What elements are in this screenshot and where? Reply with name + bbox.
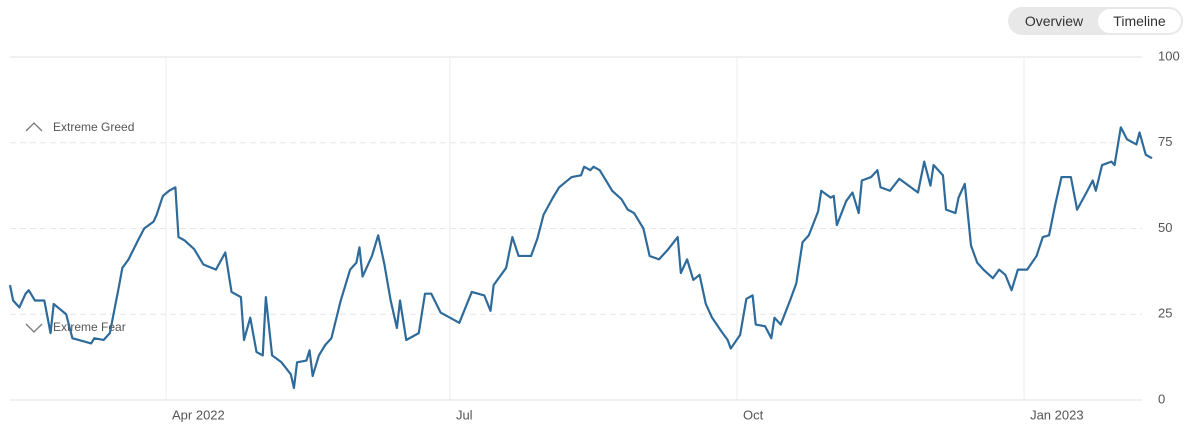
view-toggle: Overview Timeline <box>1008 7 1183 35</box>
greed-chevron <box>25 122 43 132</box>
series-line <box>8 126 1153 390</box>
y-tick-label: 75 <box>1158 134 1172 149</box>
extreme-fear-label: Extreme Fear <box>53 320 126 334</box>
timeline-button[interactable]: Timeline <box>1098 9 1181 33</box>
x-tick-label: Oct <box>743 407 764 422</box>
y-tick-label: 100 <box>1158 48 1180 63</box>
x-tick-label: Apr 2022 <box>172 407 225 422</box>
fear-chevron <box>25 323 43 333</box>
x-tick-label: Jul <box>456 407 473 422</box>
overview-button[interactable]: Overview <box>1024 13 1084 29</box>
y-tick-label: 0 <box>1158 391 1165 406</box>
y-tick-label: 50 <box>1158 220 1172 235</box>
extreme-greed-label: Extreme Greed <box>53 120 134 134</box>
y-tick-label: 25 <box>1158 306 1172 321</box>
x-tick-label: Jan 2023 <box>1030 407 1084 422</box>
